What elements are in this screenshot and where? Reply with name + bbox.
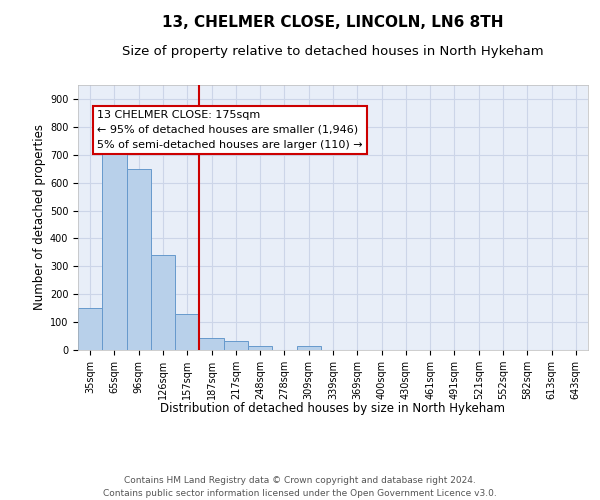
Bar bbox=[78, 308, 102, 350]
Bar bbox=[224, 341, 248, 350]
Text: 13, CHELMER CLOSE, LINCOLN, LN6 8TH: 13, CHELMER CLOSE, LINCOLN, LN6 8TH bbox=[162, 15, 504, 30]
Bar bbox=[175, 314, 199, 350]
X-axis label: Distribution of detached houses by size in North Hykeham: Distribution of detached houses by size … bbox=[161, 402, 505, 415]
Bar bbox=[199, 338, 224, 350]
Bar bbox=[248, 346, 272, 350]
Bar bbox=[296, 346, 321, 350]
Text: Size of property relative to detached houses in North Hykeham: Size of property relative to detached ho… bbox=[122, 45, 544, 58]
Bar bbox=[151, 255, 175, 350]
Text: Contains HM Land Registry data © Crown copyright and database right 2024.
Contai: Contains HM Land Registry data © Crown c… bbox=[103, 476, 497, 498]
Bar bbox=[127, 168, 151, 350]
Y-axis label: Number of detached properties: Number of detached properties bbox=[32, 124, 46, 310]
Bar bbox=[102, 149, 127, 350]
Text: 13 CHELMER CLOSE: 175sqm
← 95% of detached houses are smaller (1,946)
5% of semi: 13 CHELMER CLOSE: 175sqm ← 95% of detach… bbox=[97, 110, 363, 150]
